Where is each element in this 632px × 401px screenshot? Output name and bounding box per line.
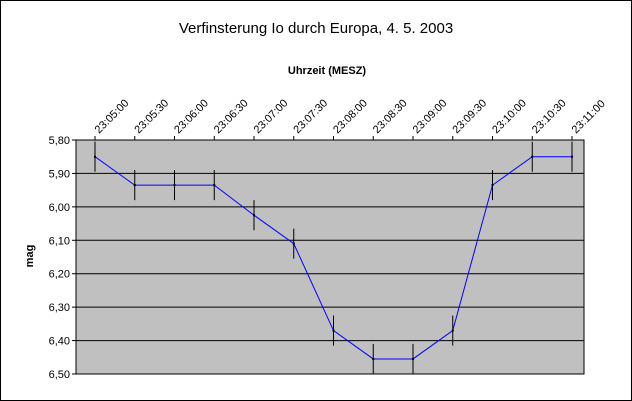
x-axis-ticks: 23:05:00 23:05:30 23:06:00 23:06:30 23:07:00…: [93, 97, 608, 140]
y-axis-label: mag: [24, 245, 36, 268]
y-tick-label: 6,00: [49, 202, 70, 214]
data-point: [94, 155, 96, 158]
x-tick-label: 23:08:00: [331, 97, 370, 136]
y-tick-label: 6,30: [49, 302, 70, 314]
x-tick-label: 23:05:30: [132, 97, 171, 136]
x-axis-label: Uhrzeit (MESZ): [288, 65, 367, 77]
x-tick-label: 23:10:00: [490, 97, 529, 136]
y-axis-ticks: 5,80 5,90 6,00 6,10 6,20 6,30 6,40 6,50: [49, 135, 76, 381]
x-tick-label: 23:08:30: [371, 97, 410, 136]
data-point: [173, 184, 176, 187]
data-point: [253, 214, 255, 217]
data-point: [491, 184, 494, 187]
y-tick-label: 5,90: [49, 168, 70, 180]
y-tick-label: 6,20: [49, 269, 70, 281]
data-point: [372, 357, 375, 360]
data-point: [292, 242, 295, 245]
x-tick-label: 23:09:30: [450, 97, 489, 136]
data-point: [332, 329, 335, 332]
data-point: [531, 155, 534, 158]
y-tick-label: 6,10: [49, 235, 70, 247]
data-point: [133, 184, 136, 187]
data-point: [213, 184, 216, 187]
y-tick-label: 6,40: [49, 336, 70, 348]
plot-area: [75, 139, 585, 375]
data-point: [451, 329, 454, 332]
data-point: [571, 155, 573, 158]
x-tick-label: 23:07:30: [291, 97, 330, 136]
grid-lines: [76, 172, 584, 342]
x-tick-label: 23:05:00: [93, 97, 132, 136]
y-tick-label: 5,80: [49, 135, 70, 147]
data-points: [94, 155, 573, 360]
x-tick-label: 23:10:30: [530, 97, 569, 136]
y-tick-label: 6,50: [49, 369, 70, 381]
chart-title: Verfinsterung Io durch Europa, 4. 5. 200…: [179, 20, 453, 37]
x-tick-label: 23:11:00: [570, 98, 608, 136]
x-tick-label: 23:06:00: [172, 97, 211, 136]
x-tick-label: 23:06:30: [212, 97, 251, 136]
data-point: [412, 357, 414, 360]
x-tick-label: 23:09:00: [411, 97, 450, 136]
x-tick-label: 23:07:00: [252, 97, 291, 136]
